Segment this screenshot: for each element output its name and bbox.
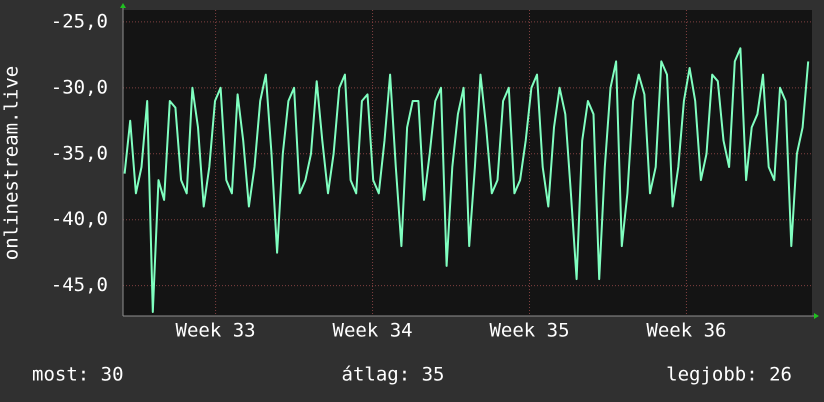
y-tick-label: -25,0 — [51, 10, 108, 32]
footer-stat: legjobb: 26 — [666, 364, 792, 386]
data-line — [123, 47, 810, 313]
y-tick-label: -35,0 — [51, 142, 108, 164]
axis-arrow — [120, 3, 126, 8]
y-tick-label: -45,0 — [51, 274, 108, 296]
x-tick-label: Week 34 — [333, 320, 413, 342]
axis-arrow — [814, 313, 819, 319]
footer-stat: átlag: 35 — [342, 364, 445, 386]
plot-area — [123, 10, 812, 316]
x-tick-label: Week 33 — [176, 320, 256, 342]
footer-stat: most: 30 — [32, 364, 124, 386]
y-tick-label: -40,0 — [51, 208, 108, 230]
y-tick-label: -30,0 — [51, 76, 108, 98]
x-tick-label: Week 35 — [489, 320, 569, 342]
x-tick-label: Week 36 — [646, 320, 726, 342]
y-axis-label: onlinestream.live — [1, 66, 23, 260]
